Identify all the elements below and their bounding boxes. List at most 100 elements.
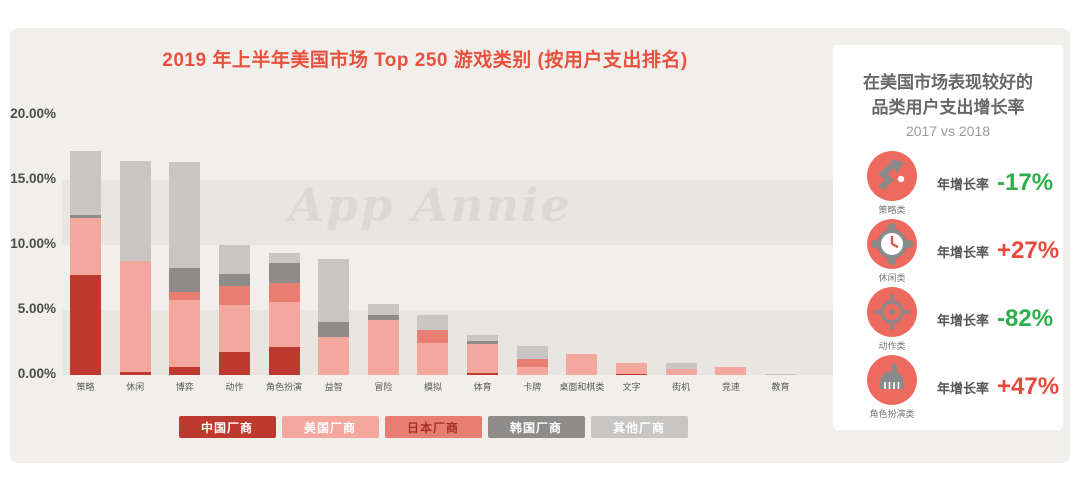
- x-axis-label: 冒险: [374, 382, 393, 392]
- x-axis-label: 竞速: [721, 382, 740, 392]
- bar-segment: [417, 342, 449, 375]
- category-label: 策略类: [878, 204, 906, 215]
- bar-column: [310, 115, 357, 375]
- growth-rate-value: +47%: [997, 373, 1060, 401]
- bar-segment: [169, 300, 201, 367]
- y-axis-tick-label: 10.00%: [10, 236, 56, 251]
- plot-area: [62, 115, 804, 375]
- growth-rate-label: 年增长率: [937, 312, 990, 328]
- growth-rate-value: +27%: [997, 237, 1060, 265]
- bar-segment: [169, 292, 201, 301]
- x-axis-label: 街机: [672, 382, 691, 392]
- bar-column: [509, 115, 556, 375]
- bar-segment: [169, 161, 201, 268]
- category-icon-wrap: 角色扮演类: [859, 354, 925, 420]
- bar-column: [608, 115, 655, 375]
- growth-row: 动作类 年增长率 -82%: [833, 285, 1063, 353]
- sidebar-title-line2: 品类用户支出增长率: [871, 97, 1025, 117]
- bar-segment: [318, 258, 350, 323]
- x-axis-label: 休闲: [126, 382, 145, 392]
- rpg-helmet-icon: [867, 354, 917, 405]
- growth-rate-label: 年增长率: [937, 176, 990, 192]
- bar-column: [161, 115, 208, 375]
- action-crosshair-icon: [867, 286, 917, 337]
- growth-row: 策略类 年增长率 -17%: [833, 149, 1063, 217]
- bar-segment: [417, 329, 449, 343]
- bar-segment: [467, 343, 499, 374]
- bar-segment: [70, 217, 101, 275]
- category-icon-wrap: 休闲类: [859, 218, 925, 284]
- x-axis-label: 文字: [622, 382, 641, 392]
- legend-chip: 韩国厂商: [487, 416, 585, 438]
- bar-column: [112, 115, 159, 375]
- category-icon-wrap: 策略类: [859, 150, 925, 216]
- x-axis-label: 动作: [225, 382, 244, 392]
- bar-segment: [367, 315, 399, 321]
- x-axis-label: 桌面和棋类: [559, 382, 605, 392]
- strategy-zigzag-arrow-icon: [867, 150, 917, 201]
- bar-segment: [467, 373, 499, 375]
- bar-column: [360, 115, 407, 375]
- y-axis-tick-label: 0.00%: [17, 366, 56, 381]
- x-axis-label: 体育: [473, 382, 492, 392]
- bar-column: [757, 115, 804, 375]
- growth-rate-label: 年增长率: [937, 244, 990, 260]
- bar-segment: [417, 315, 449, 330]
- growth-rate-label: 年增长率: [937, 380, 990, 396]
- bar-segment: [268, 282, 300, 302]
- bar-segment: [70, 151, 101, 216]
- sidebar-card: 在美国市场表现较好的 品类用户支出增长率 2017 vs 2018 策略类 年增长…: [833, 45, 1063, 430]
- bar-segment: [467, 335, 499, 341]
- bar-column: [558, 115, 605, 375]
- bar-segment: [119, 372, 151, 375]
- bar-segment: [715, 367, 747, 375]
- bar-column: [658, 115, 705, 375]
- chart-panel: 2019 年上半年美国市场 Top 250 游戏类别 (按用户支出排名) App…: [10, 28, 1070, 463]
- bar-segment: [70, 274, 101, 375]
- bar-segment: [268, 263, 300, 283]
- growth-rows: 策略类 年增长率 -17% 休闲类 年增长率 +27% 动作类 年增长率 -82% 角色扮演类 年增…: [833, 149, 1063, 421]
- x-axis-label: 策略: [76, 382, 95, 392]
- bar-segment: [268, 347, 300, 375]
- bar-column: [459, 115, 506, 375]
- legend: 中国厂商 美国厂商 日本厂商 韩国厂商 其他厂商: [62, 416, 804, 438]
- bar-segment: [268, 301, 300, 348]
- bar-segment: [764, 373, 796, 375]
- category-label: 休闲类: [878, 272, 906, 283]
- bar-segment: [616, 363, 648, 375]
- bar-segment: [665, 363, 697, 369]
- bar-segment: [218, 285, 250, 306]
- bar-segment: [119, 161, 151, 261]
- bar-segment: [367, 303, 399, 316]
- app-annie-watermark: App Annie: [288, 178, 572, 232]
- category-label: 角色扮演类: [869, 408, 915, 419]
- bar-column: [211, 115, 258, 375]
- bar-segment: [318, 336, 350, 375]
- bar-segment: [616, 374, 648, 375]
- x-axis-label: 模拟: [423, 382, 442, 392]
- bar-segment: [268, 253, 300, 264]
- bar-segment: [665, 368, 697, 375]
- bar-segment: [467, 340, 499, 344]
- sidebar-title: 在美国市场表现较好的 品类用户支出增长率: [841, 71, 1055, 120]
- bar-column: [707, 115, 754, 375]
- x-axis-labels: 策略 休闲 博弈 动作 角色扮演 益智 冒险 模拟 体育 卡牌 桌面和棋类 文字 街机 竞速 教育: [62, 380, 804, 393]
- legend-chip: 美国厂商: [281, 416, 379, 438]
- bar-segment: [218, 351, 250, 375]
- sidebar-title-line1: 在美国市场表现较好的: [863, 73, 1033, 92]
- bar-column: [409, 115, 456, 375]
- legend-chip: 日本厂商: [384, 416, 482, 438]
- legend-chip: 中国厂商: [178, 416, 276, 438]
- legend-chip: 其他厂商: [590, 416, 688, 438]
- bar-segment: [566, 354, 598, 375]
- casual-clock-icon: [867, 218, 917, 269]
- bar-segment: [516, 358, 548, 368]
- x-axis-label: 博弈: [175, 382, 194, 392]
- bar-segment: [715, 366, 747, 368]
- bar-column: [261, 115, 308, 375]
- bar-segment: [119, 260, 151, 373]
- bar-segment: [516, 367, 548, 375]
- bar-segment: [218, 245, 250, 274]
- bar-segment: [169, 366, 201, 375]
- bar-segment: [218, 273, 250, 286]
